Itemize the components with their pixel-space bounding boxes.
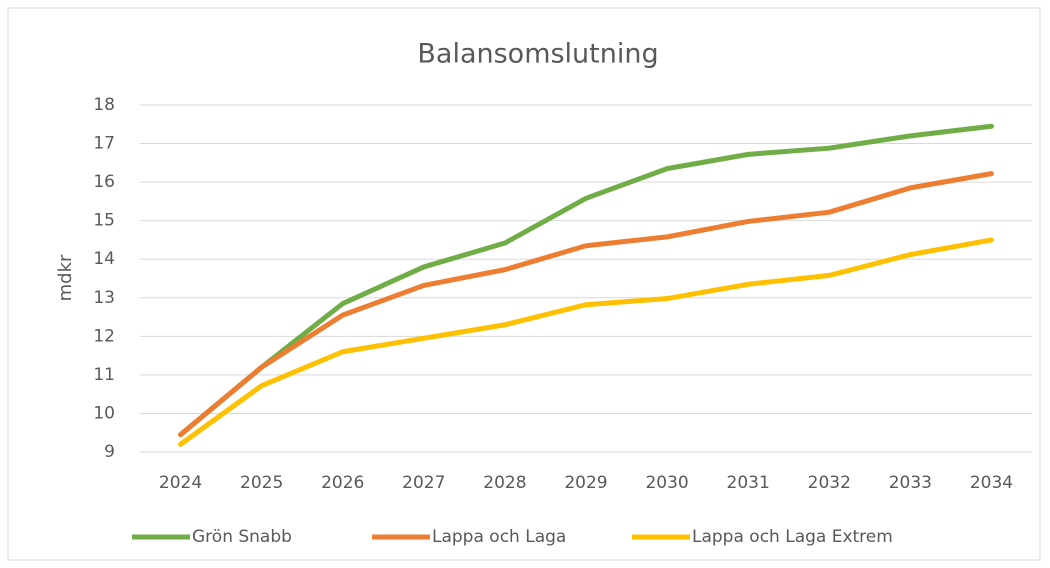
x-tick-label: 2024 <box>159 473 202 493</box>
series-line <box>178 237 994 447</box>
x-tick-label: 2027 <box>402 473 445 493</box>
legend-label: Lappa och Laga Extrem <box>692 527 893 547</box>
series-line <box>178 123 994 438</box>
legend-label: Lappa och Laga <box>432 527 566 547</box>
chart-frame <box>7 7 1041 561</box>
x-tick-label: 2029 <box>564 473 607 493</box>
legend-label: Grön Snabb <box>192 527 292 547</box>
y-tick-label: 17 <box>93 134 115 154</box>
y-tick-label: 12 <box>93 326 115 346</box>
series-line <box>178 171 994 438</box>
x-tick-label: 2026 <box>321 473 364 493</box>
x-tick-label: 2028 <box>483 473 526 493</box>
y-tick-label: 14 <box>93 249 115 269</box>
y-tick-label: 18 <box>93 95 115 115</box>
y-tick-label: 13 <box>93 288 115 308</box>
y-axis-label: mdkr <box>55 254 76 301</box>
x-tick-label: 2034 <box>970 473 1013 493</box>
chart-title: Balansomslutning <box>417 39 658 70</box>
y-tick-label: 15 <box>93 211 115 231</box>
x-tick-label: 2033 <box>889 473 932 493</box>
y-tick-label: 11 <box>93 365 115 385</box>
x-tick-label: 2025 <box>240 473 283 493</box>
y-tick-label: 16 <box>93 172 115 192</box>
x-tick-label: 2032 <box>808 473 851 493</box>
x-tick-label: 2031 <box>727 473 770 493</box>
y-tick-label: 10 <box>93 403 115 423</box>
x-tick-label: 2030 <box>645 473 688 493</box>
y-tick-label: 9 <box>104 442 115 462</box>
